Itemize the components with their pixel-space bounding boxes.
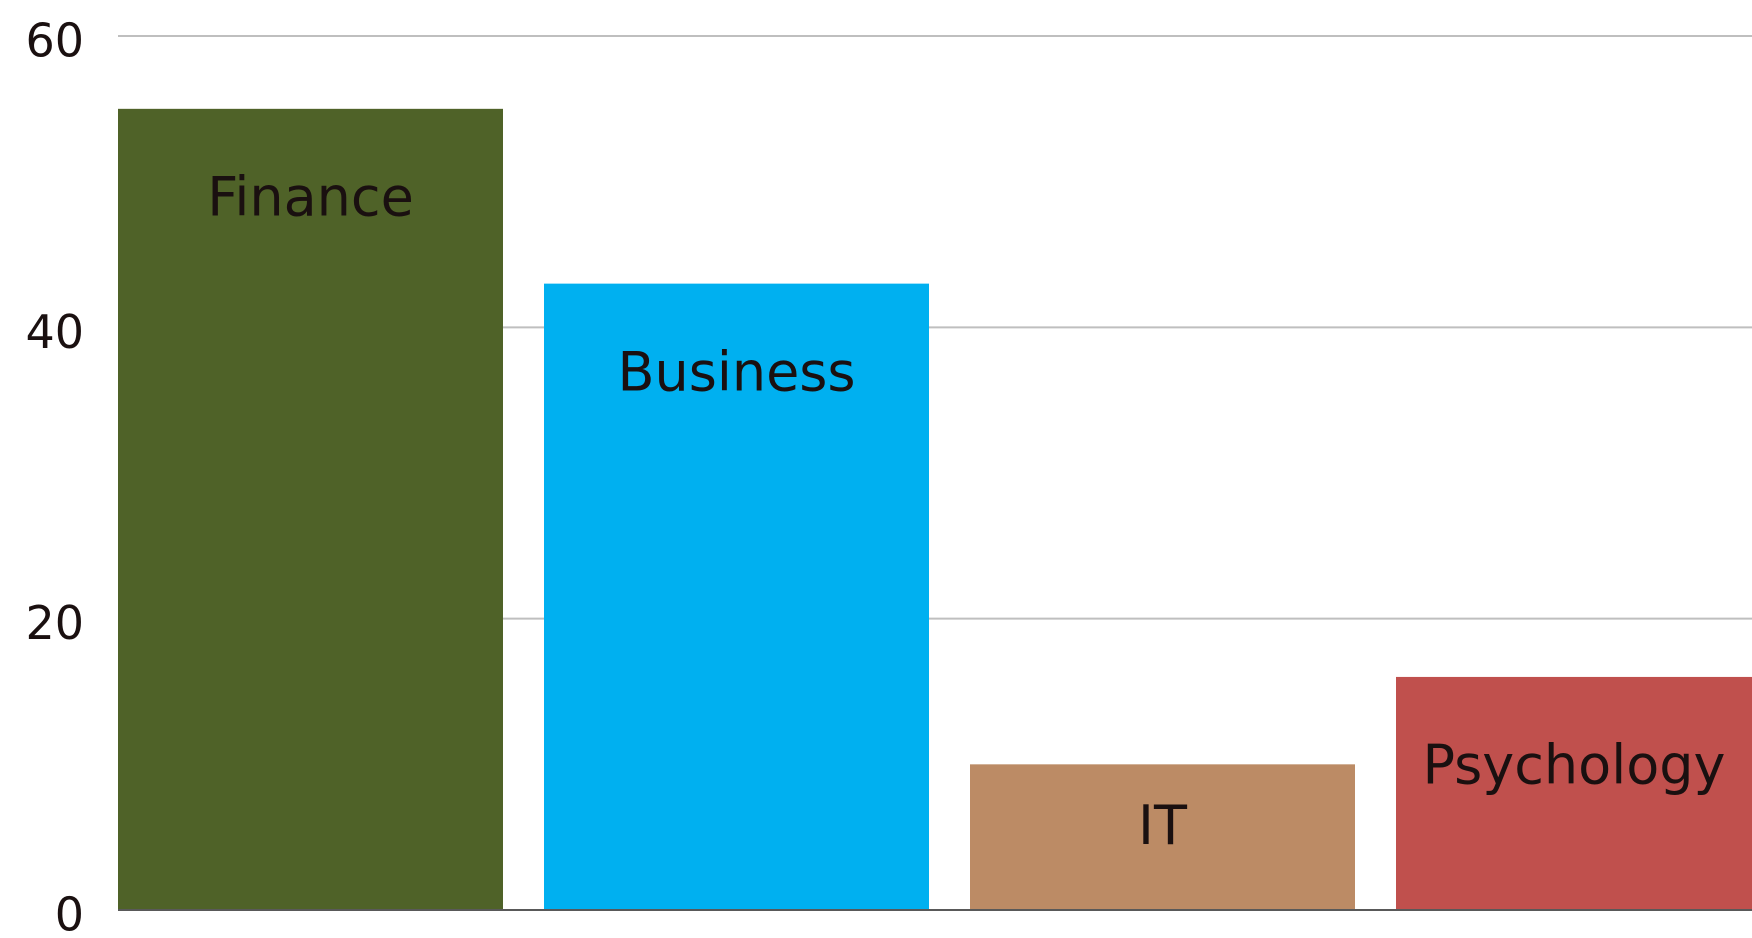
bar	[970, 764, 1355, 910]
bar-category-label: Business	[617, 340, 855, 403]
bar	[1396, 676, 1752, 910]
bar	[118, 108, 503, 911]
bar-category-label: IT	[1138, 794, 1188, 857]
bar-category-label: Psychology	[1423, 734, 1726, 797]
y-tick-label: 20	[25, 596, 84, 650]
y-tick-label: 0	[55, 888, 84, 938]
y-tick-label: 40	[25, 305, 84, 359]
bar	[544, 283, 929, 911]
bar-category-label: Finance	[207, 165, 414, 228]
y-tick-label: 60	[25, 14, 84, 68]
